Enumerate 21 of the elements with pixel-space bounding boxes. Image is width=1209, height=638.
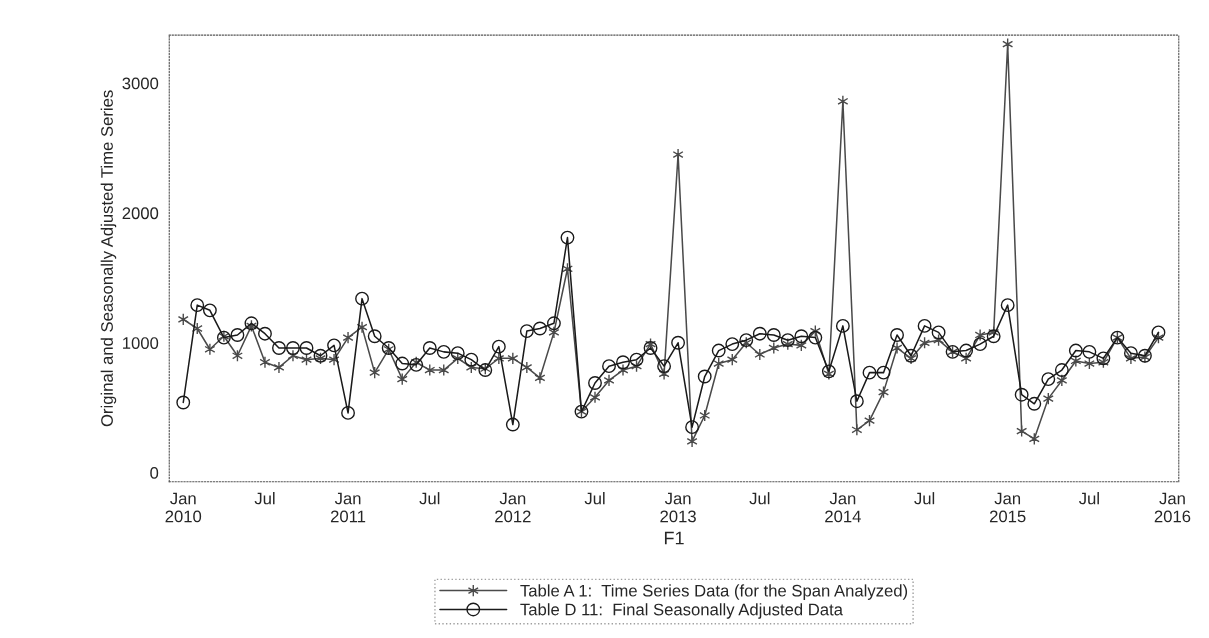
x-tick-label: Jan 2011 <box>330 492 366 523</box>
x-tick-label: Jul <box>419 492 440 505</box>
x-tick-label: Jul <box>749 492 770 505</box>
x-tick-label: Jul <box>914 492 935 505</box>
x-tick-label: Jan 2012 <box>495 492 531 523</box>
x-axis-title: F1 <box>664 531 684 545</box>
x-tick-label: Jan 2014 <box>825 492 861 523</box>
x-tick-label: Jan 2016 <box>1154 492 1191 523</box>
y-axis-title: Original and Seasonally Adjusted Time Series <box>100 90 117 427</box>
x-tick-label: Jan 2015 <box>989 492 1026 523</box>
x-tick-label: Jul <box>1078 492 1099 505</box>
y-tick-label: 1000 <box>123 337 159 349</box>
y-tick-label: 2000 <box>122 207 159 220</box>
x-tick-label: Jan 2010 <box>165 492 202 523</box>
legend-label: Table D 11: Final Seasonally Adjusted Data <box>520 603 843 619</box>
y-tick-label: 0 <box>150 467 159 479</box>
x-tick-label: Jul <box>584 492 605 505</box>
legend-label: Table A 1: Time Series Data (for the Span Analyzed) <box>520 584 908 600</box>
x-tick-label: Jan 2013 <box>660 492 696 523</box>
y-tick-label: 3000 <box>122 77 159 90</box>
x-tick-label: Jul <box>254 492 275 505</box>
